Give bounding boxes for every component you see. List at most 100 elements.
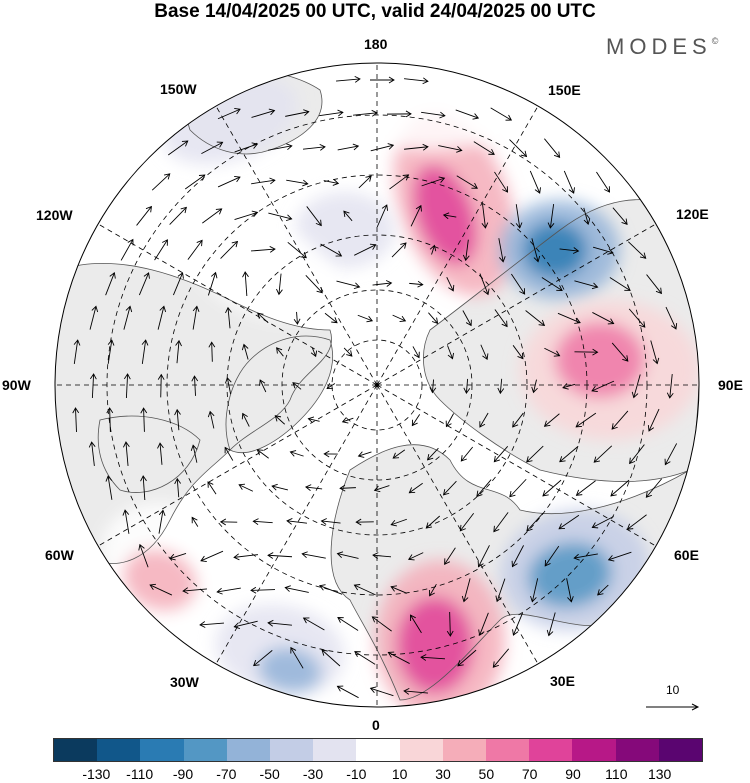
wind-vector xyxy=(369,76,395,84)
wind-vector xyxy=(664,443,678,466)
wind-vector xyxy=(597,584,609,596)
wind-vector xyxy=(256,449,269,459)
land-mass xyxy=(226,336,333,453)
wind-vector xyxy=(158,509,166,534)
wind-vector xyxy=(268,212,293,222)
wind-vector xyxy=(286,179,309,187)
wind-vector xyxy=(631,374,641,399)
wind-vector xyxy=(207,481,217,495)
lon-label-180: 180 xyxy=(364,36,388,52)
wind-vector xyxy=(174,408,181,431)
colorbar-tick-label: 90 xyxy=(565,766,581,782)
wind-vector xyxy=(224,377,232,395)
wind-vector xyxy=(307,416,320,424)
wind-vector xyxy=(320,243,343,257)
wind-vector xyxy=(106,407,114,433)
lon-label-60e: 60E xyxy=(674,547,699,563)
wind-vector xyxy=(420,654,446,661)
wind-vector xyxy=(123,373,131,399)
colorbar-segment xyxy=(615,739,659,761)
wind-vector xyxy=(544,347,561,357)
wind-vector xyxy=(187,239,203,260)
wind-vector xyxy=(253,650,273,667)
wind-vector xyxy=(481,204,489,229)
wind-vector xyxy=(515,204,523,229)
wind-vector xyxy=(250,586,276,594)
colorbar-segment xyxy=(356,739,400,761)
wind-vector xyxy=(207,410,215,429)
wind-vector xyxy=(609,277,631,291)
wind-vector xyxy=(646,274,662,295)
colorbar-tick-label: -30 xyxy=(302,766,324,782)
colorbar-segment xyxy=(140,739,184,761)
wind-vector xyxy=(293,311,301,325)
wind-vector xyxy=(373,485,390,493)
colorbar-segment xyxy=(97,739,141,761)
colorbar-tick-label: -130 xyxy=(82,766,111,782)
wind-vector xyxy=(438,145,463,153)
wind-vector xyxy=(89,373,97,399)
anomaly-neg-russia xyxy=(500,509,650,631)
wind-vector xyxy=(543,413,560,427)
wind-vector xyxy=(389,174,410,190)
wind-vector xyxy=(446,611,454,637)
wind-vector xyxy=(575,480,596,496)
wind-vector xyxy=(192,305,200,330)
wind-vector xyxy=(251,246,276,253)
wind-vector xyxy=(591,380,615,393)
wind-vector xyxy=(512,612,523,636)
wind-vector xyxy=(429,583,437,597)
wind-vector xyxy=(446,277,455,292)
polar-map xyxy=(54,62,700,708)
anomaly-pos-newfoundland xyxy=(101,503,239,617)
wind-vector xyxy=(627,241,647,259)
colorbar-segment xyxy=(183,739,227,761)
wind-vector xyxy=(358,175,372,189)
wind-vector xyxy=(292,382,302,390)
wind-vector xyxy=(241,412,250,427)
wind-vector xyxy=(426,447,439,461)
wind-vector xyxy=(301,551,326,559)
lon-label-120e: 120E xyxy=(676,206,709,222)
lon-label-0: 0 xyxy=(372,717,380,733)
wind-vector xyxy=(123,305,133,330)
wind-vector xyxy=(575,412,597,428)
wind-vector xyxy=(107,339,115,364)
wind-vector xyxy=(343,210,353,222)
lon-label-120w: 120W xyxy=(36,207,73,223)
wind-vector xyxy=(409,280,424,288)
wind-vector xyxy=(462,310,472,327)
wind-vector xyxy=(190,444,198,463)
wind-vector xyxy=(357,451,372,458)
wind-vector xyxy=(353,109,378,117)
wind-vector xyxy=(494,309,508,328)
wind-vector xyxy=(386,110,412,118)
wind-vector xyxy=(201,141,224,155)
anomaly-pos-east-siberia xyxy=(393,113,517,297)
colorbar-tick-label: 70 xyxy=(521,766,538,782)
wind-vector xyxy=(274,415,286,425)
wind-vector xyxy=(611,342,629,362)
wind-vector xyxy=(157,373,165,398)
wind-vector xyxy=(219,518,238,526)
anomaly-pos-canada xyxy=(192,220,338,320)
wind-vector xyxy=(157,442,164,465)
wind-vector xyxy=(607,551,632,562)
wind-vector xyxy=(140,407,148,432)
wind-vector xyxy=(372,552,392,559)
wind-vector xyxy=(480,344,489,361)
map-disk xyxy=(55,63,699,707)
wind-vector xyxy=(411,414,421,427)
wind-vector xyxy=(167,140,189,156)
coastline xyxy=(97,415,201,493)
wind-vector xyxy=(459,512,475,532)
wind-vector xyxy=(478,612,489,636)
wind-vector xyxy=(174,477,182,498)
lon-label-30e: 30E xyxy=(550,673,575,689)
colorbar-segment xyxy=(399,739,443,761)
wind-vector xyxy=(371,616,392,632)
wind-vector xyxy=(251,108,276,118)
wind-vector xyxy=(457,649,477,667)
wind-vector xyxy=(251,177,276,185)
wind-vector xyxy=(319,109,344,117)
